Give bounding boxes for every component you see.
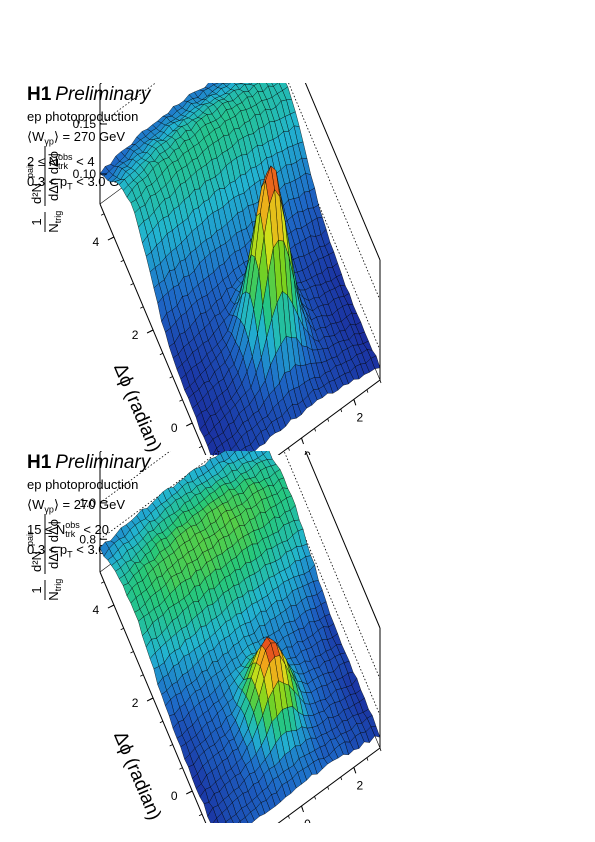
z-tick-label: 1.0 bbox=[79, 496, 96, 510]
y-minor-tick bbox=[315, 428, 316, 431]
x-minor-tick bbox=[160, 353, 163, 355]
y-minor-tick bbox=[354, 399, 355, 402]
y-minor-tick bbox=[380, 748, 381, 751]
y-minor-tick bbox=[288, 816, 289, 819]
z-title-denominator: dΔη dΔϕ bbox=[46, 151, 61, 201]
z-tick-label: 0.10 bbox=[73, 167, 97, 181]
x-minor-tick bbox=[121, 260, 124, 262]
x-minor-tick bbox=[199, 446, 202, 448]
y-minor-tick bbox=[367, 390, 368, 393]
y-minor-tick bbox=[315, 796, 316, 799]
x-tick-label: 4 bbox=[93, 235, 100, 249]
x-tick-label: 0 bbox=[171, 789, 178, 803]
z-tick-label: 0.15 bbox=[73, 117, 97, 131]
x-axis-title: Δϕ (radian) bbox=[109, 728, 165, 823]
x-tick-label: 2 bbox=[132, 328, 139, 342]
x-minor-tick bbox=[121, 628, 124, 630]
x-tick-label: 2 bbox=[132, 696, 139, 710]
x-minor-tick bbox=[179, 400, 182, 402]
x-minor-tick bbox=[140, 307, 143, 309]
x-minor-tick bbox=[130, 284, 133, 286]
y-tick-label: 0 bbox=[304, 817, 311, 823]
x-minor-tick bbox=[170, 745, 173, 747]
z-title-ntrig-sub: trig bbox=[53, 579, 63, 592]
z-title-ntrig-sub: trig bbox=[53, 211, 63, 224]
y-minor-tick bbox=[328, 419, 329, 422]
y-minor-tick bbox=[354, 767, 355, 770]
z-title-numerator: d²N bbox=[29, 183, 44, 204]
x-axis-title: Δϕ (radian) bbox=[109, 360, 165, 455]
x-minor-tick bbox=[199, 814, 202, 816]
y-minor-tick bbox=[302, 438, 303, 441]
z-title-numerator-sup: pair bbox=[25, 531, 35, 546]
x-minor-tick bbox=[101, 214, 104, 216]
z-title-numerator-sup: pair bbox=[25, 163, 35, 178]
z-title-numerator: d²N bbox=[29, 551, 44, 572]
y-minor-tick bbox=[302, 806, 303, 809]
x-minor-tick bbox=[179, 768, 182, 770]
y-minor-tick bbox=[328, 787, 329, 790]
panel-low-multiplicity: H1 Preliminary ep photoproduction ⟨Wγp⟩ =… bbox=[0, 83, 595, 455]
y-minor-tick bbox=[367, 758, 368, 761]
y-minor-tick bbox=[341, 409, 342, 412]
surface-plot: 024−2020.81.0Δϕ (radian)Δη1Ntrigd²Npaird… bbox=[0, 451, 595, 823]
z-title-ntrig: N bbox=[46, 591, 61, 600]
x-tick-label: 4 bbox=[93, 603, 100, 617]
z-title-one: 1 bbox=[29, 586, 44, 593]
x-minor-tick bbox=[140, 675, 143, 677]
z-title-denominator: dΔη dΔϕ bbox=[46, 519, 61, 569]
x-tick-label: 0 bbox=[171, 421, 178, 435]
x-minor-tick bbox=[130, 652, 133, 654]
z-title-one: 1 bbox=[29, 218, 44, 225]
y-tick-label: 2 bbox=[356, 410, 363, 424]
y-minor-tick bbox=[341, 777, 342, 780]
x-minor-tick bbox=[160, 721, 163, 723]
panel-high-multiplicity: H1 Preliminary ep photoproduction ⟨Wγp⟩ =… bbox=[0, 451, 595, 823]
y-tick-label: 2 bbox=[356, 778, 363, 792]
y-minor-tick bbox=[380, 380, 381, 383]
z-tick-label: 0.8 bbox=[79, 532, 96, 546]
z-title-ntrig: N bbox=[46, 223, 61, 232]
x-minor-tick bbox=[101, 582, 104, 584]
x-minor-tick bbox=[170, 377, 173, 379]
